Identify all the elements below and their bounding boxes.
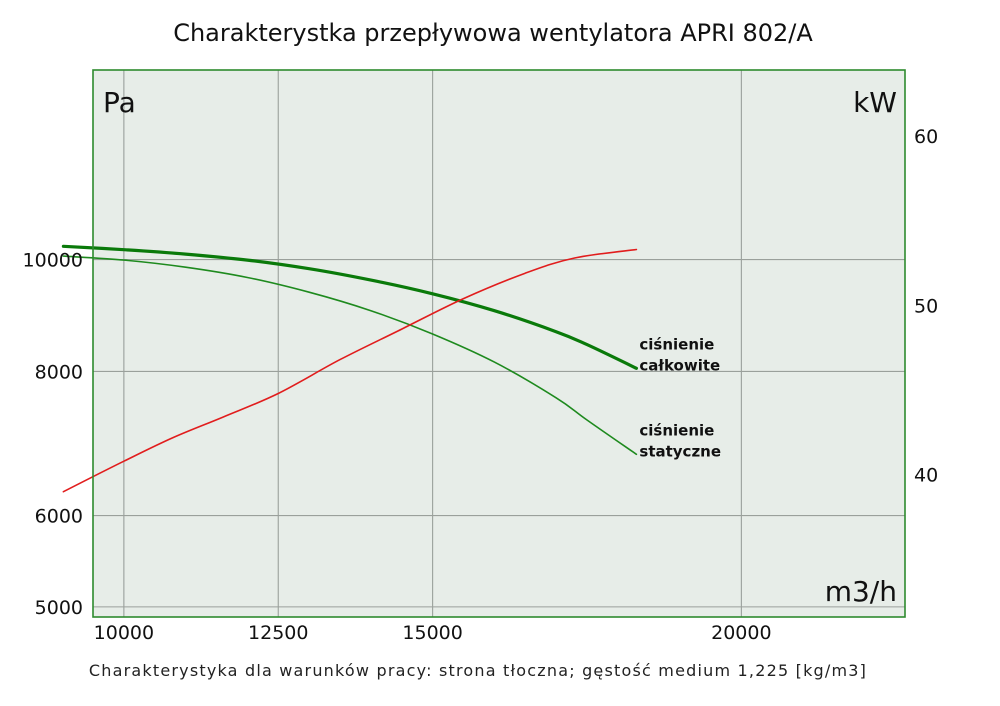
chart-footnote: Charakterystyka dla warunków pracy: stro… bbox=[89, 661, 867, 680]
y-tick-label: 10000 bbox=[23, 250, 83, 272]
y-tick-label: 6000 bbox=[35, 506, 83, 528]
y-tick-label: 5000 bbox=[35, 597, 83, 619]
x-axis-unit-label: m3/h bbox=[825, 575, 897, 608]
curve-label: statyczne bbox=[639, 442, 721, 460]
curve-labels: ciśnienie całkowite ciśnienie statyczne bbox=[639, 335, 721, 460]
plot-frame bbox=[92, 69, 906, 618]
x-tick-label: 12500 bbox=[248, 622, 308, 644]
y2-tick-label: 50 bbox=[914, 295, 938, 317]
y-tick-label: 8000 bbox=[35, 361, 83, 383]
x-tick-label: 15000 bbox=[402, 622, 462, 644]
y2-tick-label: 60 bbox=[914, 126, 938, 148]
y2-axis-unit-label: kW bbox=[853, 86, 897, 119]
curve-label: ciśnienie bbox=[639, 421, 714, 439]
y-axis-unit-label: Pa bbox=[103, 86, 136, 119]
curves bbox=[61, 244, 638, 493]
power-curve bbox=[62, 248, 638, 493]
tick-labels: 10000 12500 15000 20000 5000 6000 8000 10000 40 5… bbox=[23, 126, 939, 644]
y2-tick-label: 40 bbox=[914, 465, 938, 487]
curve-label: ciśnienie bbox=[639, 335, 714, 353]
curve-label: całkowite bbox=[639, 356, 720, 374]
plot-area bbox=[93, 70, 905, 617]
chart-title: Charakterystka przepływowa wentylatora A… bbox=[173, 19, 813, 47]
total-pressure-curve bbox=[61, 244, 638, 370]
static-pressure-curve bbox=[62, 255, 638, 456]
x-tick-label: 20000 bbox=[711, 622, 771, 644]
grid-lines bbox=[93, 70, 905, 617]
x-tick-label: 10000 bbox=[94, 622, 154, 644]
